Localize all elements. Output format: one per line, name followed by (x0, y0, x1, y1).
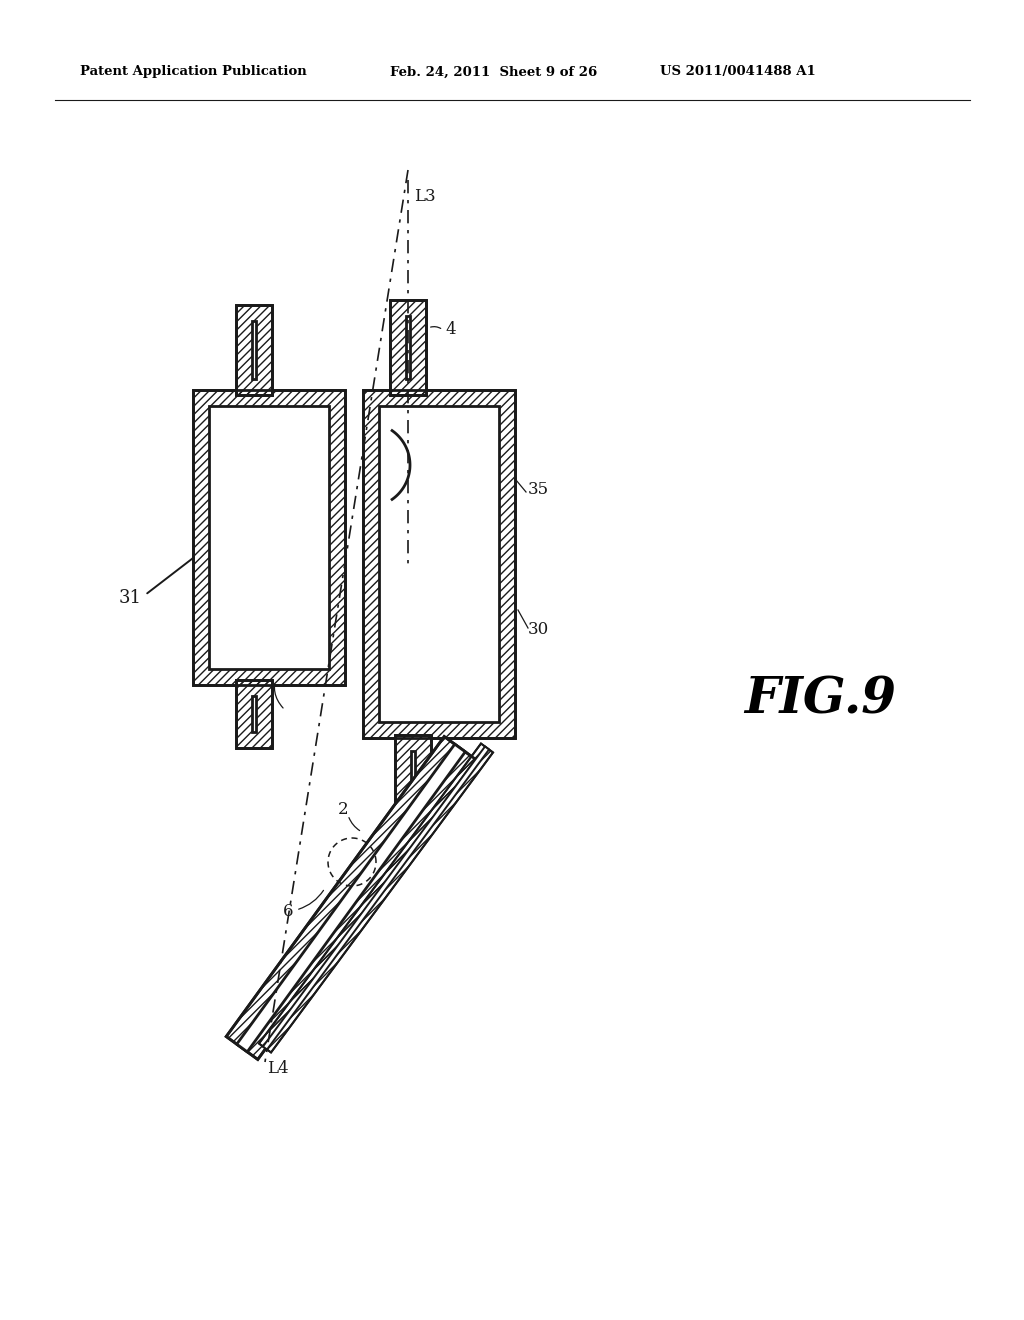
Text: 31: 31 (119, 589, 141, 607)
Bar (252, 321, 256, 379)
Bar (236, 305, 272, 395)
Text: 33: 33 (268, 660, 289, 676)
Text: FIG.9: FIG.9 (744, 676, 896, 725)
Bar (406, 315, 410, 379)
Text: 35: 35 (528, 482, 549, 499)
Bar (390, 300, 426, 395)
Bar (236, 680, 272, 748)
Bar (390, 300, 426, 395)
Polygon shape (263, 747, 489, 1049)
Bar (362, 389, 515, 738)
Text: 4: 4 (445, 322, 456, 338)
Text: 30: 30 (528, 622, 549, 639)
Bar (193, 389, 345, 685)
Bar (362, 389, 515, 738)
Polygon shape (226, 737, 476, 1060)
Text: US 2011/0041488 A1: US 2011/0041488 A1 (660, 66, 816, 78)
Polygon shape (259, 743, 493, 1052)
Text: 6: 6 (283, 903, 294, 920)
Bar (395, 735, 431, 803)
Bar (411, 751, 415, 787)
Bar (193, 389, 345, 685)
Bar (209, 407, 329, 669)
Bar (379, 407, 499, 722)
Bar (236, 680, 272, 748)
Bar (236, 305, 272, 395)
Text: Feb. 24, 2011  Sheet 9 of 26: Feb. 24, 2011 Sheet 9 of 26 (390, 66, 597, 78)
Text: L3: L3 (414, 187, 435, 205)
Polygon shape (237, 744, 465, 1052)
Text: L4: L4 (267, 1060, 289, 1077)
Text: Patent Application Publication: Patent Application Publication (80, 66, 307, 78)
Text: 2: 2 (338, 801, 348, 818)
Bar (395, 735, 431, 803)
Bar (252, 696, 256, 733)
